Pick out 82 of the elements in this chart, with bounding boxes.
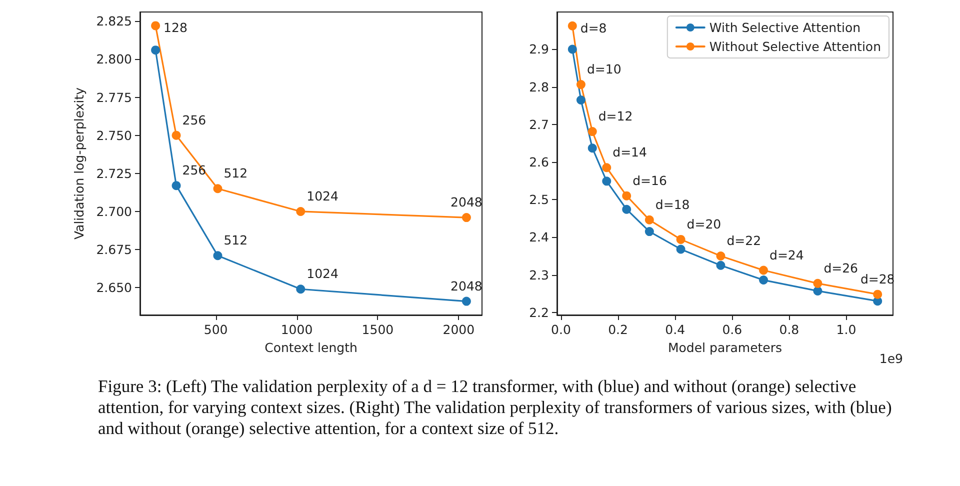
annotation: 2048 xyxy=(450,194,482,210)
point xyxy=(813,286,822,296)
point xyxy=(588,127,597,136)
y-tick-label: 2.5 xyxy=(529,192,549,208)
point xyxy=(576,80,586,90)
annotation: 512 xyxy=(224,166,248,181)
point xyxy=(873,290,882,299)
point xyxy=(296,206,306,216)
point xyxy=(568,21,577,30)
annotation: d=26 xyxy=(824,260,858,276)
point xyxy=(296,284,306,294)
annotation: d=24 xyxy=(770,247,804,262)
annotation: d=10 xyxy=(586,62,622,77)
point xyxy=(813,278,822,288)
legend-label: With Selective Attention xyxy=(709,20,861,35)
y-tick-label: 2.9 xyxy=(529,42,550,57)
x-tick-label: 0.6 xyxy=(722,322,742,337)
point xyxy=(576,95,586,104)
x-tick-label: 500 xyxy=(204,322,228,337)
y-tick-label: 2.650 xyxy=(96,280,132,296)
point xyxy=(759,276,768,285)
point xyxy=(622,204,632,214)
point xyxy=(759,266,768,275)
point xyxy=(151,21,160,30)
annotation: 2048 xyxy=(450,278,482,294)
annotation: 1024 xyxy=(306,266,338,282)
point xyxy=(622,191,632,200)
y-tick-label: 2.3 xyxy=(529,267,549,282)
x-tick-label: 0.2 xyxy=(608,322,628,337)
annotation: d=16 xyxy=(632,172,667,188)
x-tick-label: 1000 xyxy=(280,322,313,337)
annotation: 1024 xyxy=(306,188,338,204)
point xyxy=(213,251,222,260)
point xyxy=(676,234,686,244)
point xyxy=(644,215,654,224)
x-tick-label: 0.8 xyxy=(779,322,800,337)
point xyxy=(588,144,597,153)
annotation: d=14 xyxy=(612,144,647,160)
x-axis-title: Model parameters xyxy=(668,340,782,355)
x-tick-label: 1500 xyxy=(362,322,394,337)
point xyxy=(644,227,654,236)
y-tick-label: 2.8 xyxy=(529,79,550,94)
y-tick-label: 2.800 xyxy=(96,52,132,67)
point xyxy=(172,181,181,190)
y-tick-label: 2.6 xyxy=(529,154,550,170)
x-tick-label: 0.0 xyxy=(551,322,571,337)
y-tick-label: 2.775 xyxy=(96,90,132,105)
y-tick-label: 2.750 xyxy=(96,128,132,143)
point xyxy=(462,213,471,222)
y-tick-label: 2.4 xyxy=(529,230,550,245)
annotation: d=18 xyxy=(655,196,690,212)
point xyxy=(213,184,222,194)
annotation: d=8 xyxy=(580,20,607,36)
annotation: 256 xyxy=(182,112,206,128)
text: 1e9 xyxy=(879,351,904,366)
annotation: d=20 xyxy=(686,216,722,232)
y-tick-label: 2.700 xyxy=(96,204,132,219)
point xyxy=(151,46,160,55)
y-tick-label: 2.7 xyxy=(529,116,549,132)
y-tick-label: 2.825 xyxy=(96,14,132,29)
x-tick-label: 2000 xyxy=(442,322,475,337)
point xyxy=(462,296,471,306)
point xyxy=(172,130,181,140)
annotation: 512 xyxy=(224,232,248,248)
x-tick-label: 1.0 xyxy=(836,322,856,337)
x-tick-label: 0.4 xyxy=(665,322,686,337)
point xyxy=(676,244,686,254)
caption: Figure 3: (Left) The validation perplexity of a d = 12 transformer, with (blue) and without (orange) selective attention, for varying context sizes. (Right) The validation perplexity of transformers of various sizes, with (blue) and without (orange) selective attention, for a context size of 512. xyxy=(98,376,893,439)
legend-label: Without Selective Attention xyxy=(709,39,882,54)
y-axis-title: Validation log-perplexity xyxy=(71,86,86,240)
x-axis-title: Context length xyxy=(264,340,358,355)
point xyxy=(716,260,726,270)
y-tick-label: 2.675 xyxy=(96,242,132,258)
y-tick-label: 2.725 xyxy=(96,166,132,181)
annotation: d=22 xyxy=(726,232,762,248)
point xyxy=(568,44,577,54)
point xyxy=(602,163,612,172)
point xyxy=(716,251,726,260)
point xyxy=(602,176,612,186)
annotation: 128 xyxy=(164,20,188,36)
annotation: d=12 xyxy=(598,108,633,124)
y-tick-label: 2.2 xyxy=(529,304,549,320)
